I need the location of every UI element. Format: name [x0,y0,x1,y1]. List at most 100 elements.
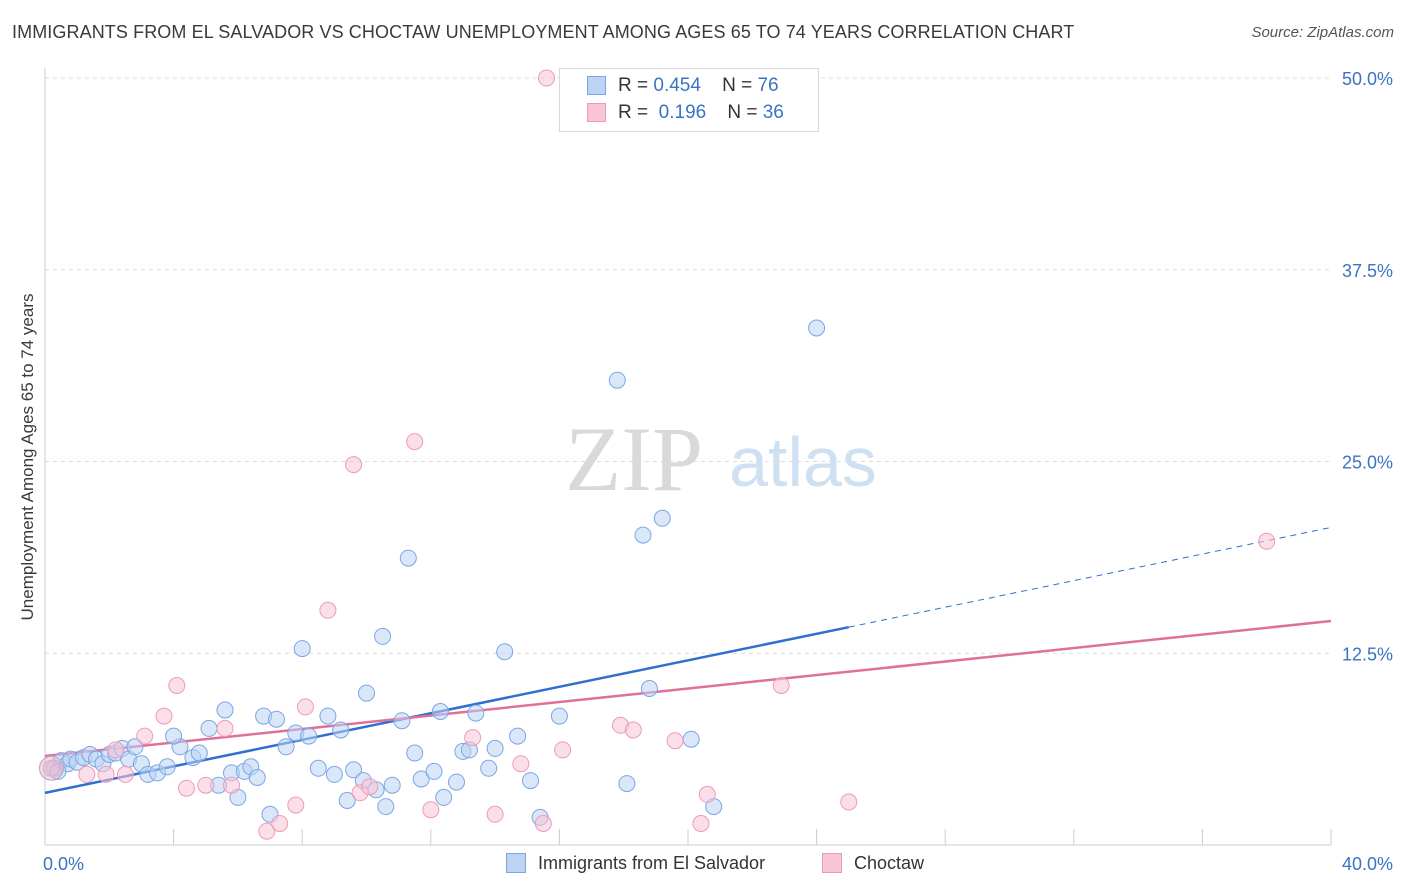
y-tick-label: 25.0% [1342,453,1393,473]
gridlines [45,77,1331,654]
bottom-legend-swatch-blue [506,853,526,873]
point-el-salvador [496,643,514,661]
point-el-salvador [618,775,636,793]
legend-r-value: 0.196 [658,102,707,123]
point-choctaw [422,801,440,819]
point-el-salvador [640,680,658,697]
point-choctaw [178,779,195,797]
point-el-salvador [480,759,498,777]
point-choctaw [666,732,684,750]
point-el-salvador [412,770,430,788]
trend-line-choctaw [44,619,1332,758]
legend-r-value: 0.454 [653,75,701,96]
chart-title: IMMIGRANTS FROM EL SALVADOR VS CHOCTAW U… [12,22,1075,42]
point-choctaw [116,765,134,783]
point-el-salvador [190,744,208,762]
trend-line-el-salvador-extension [848,526,1332,628]
y-tick-label: 37.5% [1342,261,1393,281]
point-el-salvador [248,769,266,786]
point-el-salvador [634,526,652,544]
point-choctaw [97,765,115,783]
legend-n-label: N = [722,75,753,96]
y-tick-label: 12.5% [1342,644,1393,664]
point-el-salvador [216,701,234,719]
point-choctaw [538,69,555,87]
point-choctaw [216,719,234,737]
point-el-salvador [332,721,350,739]
point-choctaw [271,815,289,832]
point-choctaw [486,805,504,823]
point-el-salvador [158,758,176,776]
point-el-salvador [358,684,375,702]
point-el-salvador [338,792,356,809]
point-choctaw [78,765,96,783]
legend-swatch-pink [587,103,606,122]
point-el-salvador [268,710,285,728]
point-el-salvador [383,776,401,794]
point-el-salvador [377,798,395,816]
bottom-legend-label: Choctaw [854,853,925,873]
point-choctaw [692,815,710,832]
point-el-salvador [126,738,144,756]
watermark-zip: ZIP [565,408,703,510]
point-el-salvador [393,712,411,730]
watermark: ZIP atlas [565,408,877,510]
point-choctaw [361,778,379,796]
point-choctaw [840,793,858,811]
point-el-salvador [425,762,443,780]
legend-r-label: R = [618,102,649,123]
point-choctaw [624,721,642,739]
point-choctaw [197,776,215,794]
stats-legend: R = 0.454 N = 76 R = 0.196 N = 36 [559,68,819,132]
point-el-salvador [509,727,527,745]
point-el-salvador [808,319,826,337]
point-choctaw [554,741,572,759]
point-el-salvador [431,703,449,720]
point-choctaw [107,741,125,759]
point-el-salvador [522,772,539,790]
data-points [38,69,1276,840]
point-el-salvador [300,727,318,745]
point-choctaw [287,796,305,814]
point-choctaw [136,727,154,745]
tick-labels: 12.5% 25.0% 37.5% 50.0% 0.0% 40.0% [43,69,1393,874]
legend-swatch-blue [587,76,606,95]
point-el-salvador [486,739,504,757]
legend-n-value: 76 [757,75,779,96]
point-el-salvador [200,719,218,737]
point-choctaw [319,601,337,619]
point-el-salvador [309,759,327,777]
point-choctaw [345,456,363,474]
point-cluster [38,755,64,781]
point-choctaw [406,433,424,451]
x-tick-label: 0.0% [43,854,84,874]
axes [44,68,1332,846]
point-choctaw [464,729,482,747]
point-choctaw [1258,532,1276,550]
point-el-salvador [406,744,424,762]
point-choctaw [772,677,790,694]
watermark-atlas: atlas [729,423,877,501]
legend-n-label: N = [727,102,758,123]
point-choctaw [512,755,530,773]
point-el-salvador [277,738,295,756]
point-choctaw [223,776,240,794]
point-el-salvador [293,640,311,658]
point-choctaw [155,707,173,725]
point-el-salvador [399,549,417,567]
point-choctaw [258,822,276,840]
legend-n-value: 36 [762,102,784,123]
point-el-salvador [653,509,671,527]
source-label: Source: ZipAtlas.com [1251,24,1394,41]
x-tick-label: 40.0% [1342,854,1393,874]
point-el-salvador [682,730,700,748]
point-el-salvador [467,704,485,722]
point-choctaw [698,785,716,803]
point-choctaw [534,815,552,832]
point-choctaw [168,677,186,694]
legend-r-label: R = [618,75,649,96]
point-el-salvador [374,627,392,645]
point-choctaw [296,698,314,716]
point-el-salvador [345,761,363,779]
